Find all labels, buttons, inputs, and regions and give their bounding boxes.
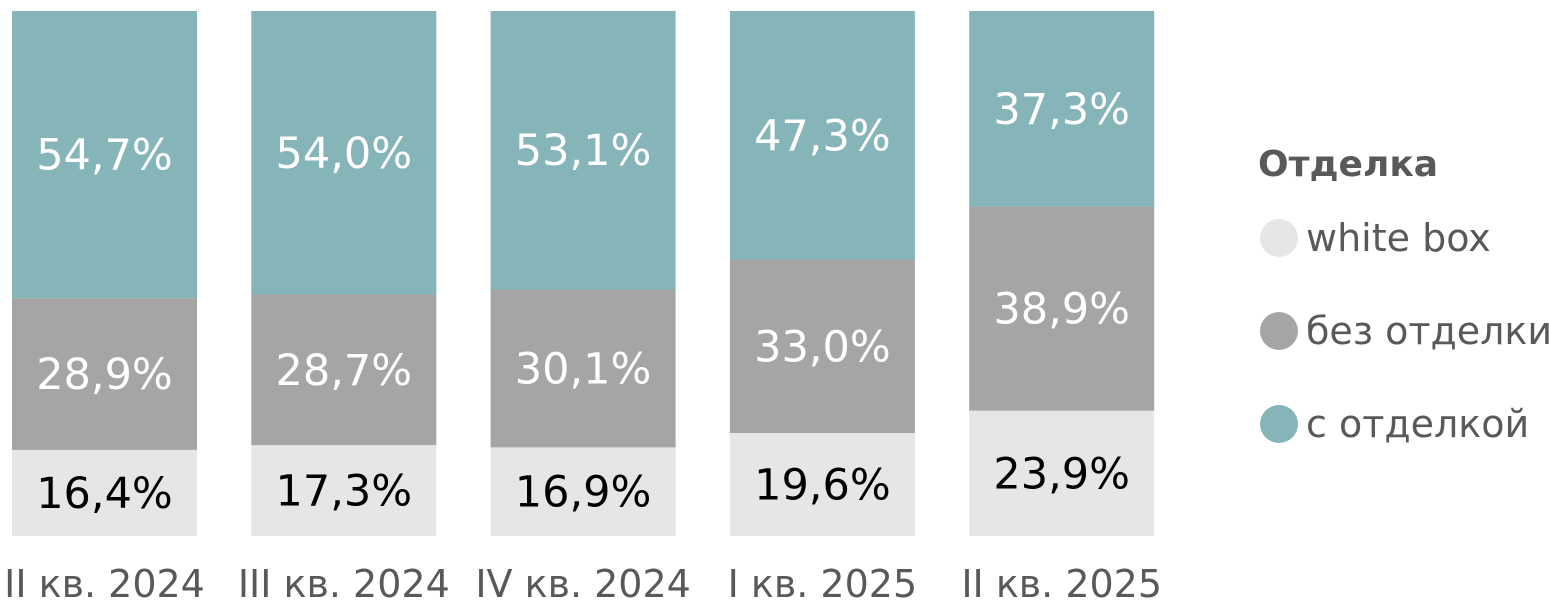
bar-segment-1-1: [251, 294, 437, 446]
data-label-0-0: 16,4%: [36, 469, 173, 519]
data-label-1-2: 54,0%: [275, 129, 412, 179]
bar-segment-0-1: [12, 298, 197, 450]
data-label-4-0: 23,9%: [993, 449, 1130, 499]
bar-segment-4-1: [969, 206, 1155, 411]
bar-segment-2-0: [490, 447, 676, 536]
bar-segment-1-0: [251, 445, 437, 536]
legend-swatch-2: [1260, 405, 1298, 443]
bars-group: 16,4% 28,9% 54,7% 17,3% 28,7% 54,0% 16,9% 30,1%…: [12, 11, 1155, 536]
bar-segment-0-2: [12, 11, 197, 299]
data-label-4-1: 38,9%: [993, 285, 1130, 335]
legend-swatch-1: [1260, 312, 1298, 350]
bar-segment-0-0: [12, 449, 197, 536]
category-label-1: III кв. 2024: [238, 562, 450, 604]
data-label-2-2: 53,1%: [515, 126, 652, 176]
bar-segment-3-2: [729, 11, 915, 260]
category-label-4: II кв. 2025: [961, 562, 1162, 604]
category-label-2: IV кв. 2024: [475, 562, 691, 604]
data-label-3-0: 19,6%: [754, 460, 891, 510]
legend-label-0: white box: [1306, 216, 1491, 260]
bar-segment-4-0: [969, 410, 1155, 536]
bar-segment-3-0: [729, 432, 915, 536]
data-label-1-1: 28,7%: [275, 346, 412, 396]
data-label-3-2: 47,3%: [754, 111, 891, 161]
category-label-3: I кв. 2025: [728, 562, 918, 604]
category-labels: II кв. 2024 III кв. 2024 IV кв. 2024 I кв. …: [4, 562, 1162, 604]
bar-segment-2-2: [490, 11, 676, 290]
data-label-1-0: 17,3%: [275, 467, 412, 517]
legend: Отделка white box без отделки с отделкой: [1258, 144, 1549, 446]
data-label-0-1: 28,9%: [36, 350, 173, 400]
data-label-4-2: 37,3%: [993, 85, 1130, 135]
data-label-0-2: 54,7%: [36, 131, 173, 181]
bar-segment-3-1: [729, 259, 915, 433]
legend-title: Отделка: [1258, 144, 1438, 185]
data-label-2-1: 30,1%: [515, 344, 652, 394]
bar-segment-1-2: [251, 11, 437, 295]
legend-label-2: с отделкой: [1306, 402, 1529, 446]
data-label-2-0: 16,9%: [515, 468, 652, 518]
legend-label-1: без отделки: [1306, 309, 1549, 353]
legend-swatch-0: [1260, 219, 1298, 257]
bar-segment-2-1: [490, 289, 676, 448]
bar-segment-4-2: [969, 11, 1155, 207]
data-label-3-1: 33,0%: [754, 322, 891, 372]
category-label-0: II кв. 2024: [4, 562, 205, 604]
